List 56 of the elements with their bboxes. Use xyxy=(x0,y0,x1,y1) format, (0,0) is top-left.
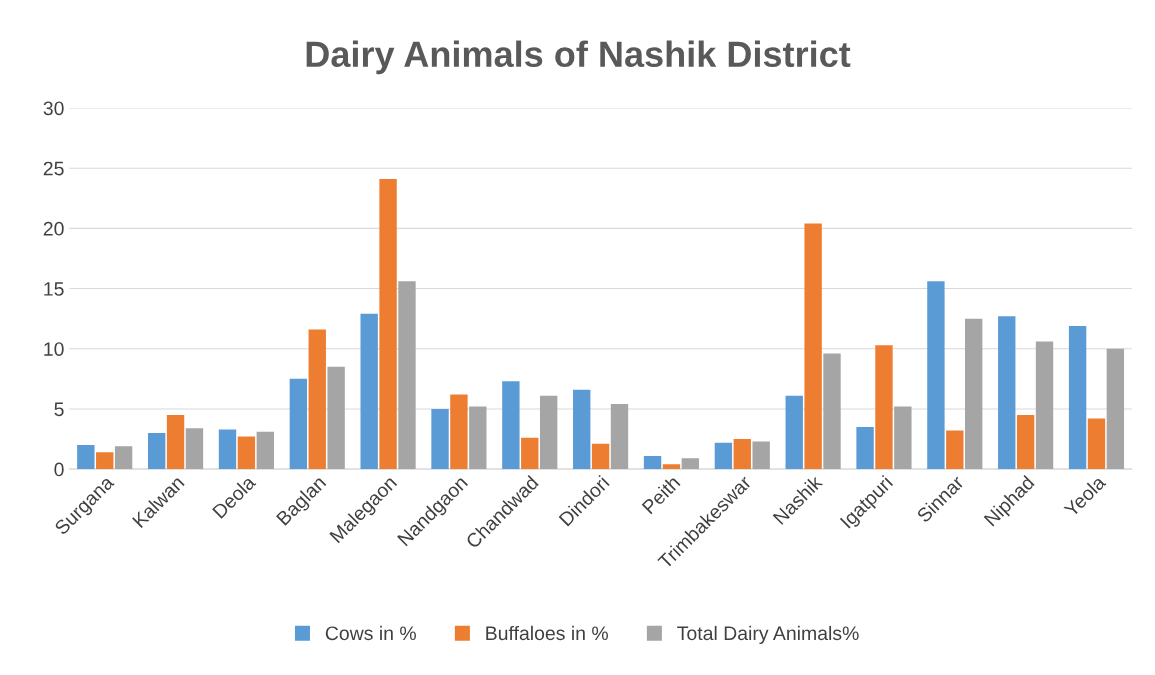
bar xyxy=(218,429,237,470)
bar xyxy=(1016,414,1035,470)
bar xyxy=(998,316,1016,470)
bar xyxy=(96,452,114,470)
bar xyxy=(469,406,487,470)
bar xyxy=(502,381,520,470)
bar xyxy=(166,414,185,470)
bar xyxy=(114,446,133,470)
bar xyxy=(894,406,912,470)
bar xyxy=(1068,325,1087,470)
bar xyxy=(521,437,539,470)
bar xyxy=(946,430,964,470)
bar xyxy=(714,442,733,470)
y-tick-label: 20 xyxy=(43,221,64,236)
bar xyxy=(1035,341,1054,470)
y-tick-label: 25 xyxy=(43,161,64,176)
y-tick-label: 30 xyxy=(43,101,64,116)
y-tick-label: 15 xyxy=(44,282,64,296)
bar xyxy=(1106,348,1125,470)
bar xyxy=(856,426,874,470)
bar xyxy=(237,436,256,470)
y-tick-label: 10 xyxy=(44,342,64,356)
bar xyxy=(573,389,591,470)
bar xyxy=(610,404,629,470)
bar xyxy=(804,223,822,470)
y-tick-label: 5 xyxy=(54,402,64,417)
bar xyxy=(379,179,397,470)
bar xyxy=(965,318,983,470)
bar xyxy=(643,455,662,470)
bar xyxy=(431,408,449,470)
legend-label: Cows in % xyxy=(325,625,416,641)
bar xyxy=(77,445,95,470)
bar xyxy=(360,313,378,470)
bar xyxy=(591,443,610,470)
chart-title: Dairy Animals of Nashik District xyxy=(306,40,851,75)
bar xyxy=(823,353,841,470)
bar xyxy=(327,366,345,470)
bar xyxy=(785,395,803,470)
bar xyxy=(450,394,468,470)
bar xyxy=(733,439,751,470)
bar xyxy=(289,378,308,470)
bar xyxy=(875,345,893,470)
bar xyxy=(927,281,945,470)
bar xyxy=(185,428,204,470)
bar xyxy=(752,441,770,470)
legend-label: Buffaloes in % xyxy=(486,625,608,641)
bar xyxy=(256,431,274,470)
y-tick-label: 0 xyxy=(54,462,64,477)
bar xyxy=(398,281,416,470)
bar xyxy=(1087,418,1106,470)
bar xyxy=(662,464,681,470)
bar xyxy=(147,433,166,470)
bar xyxy=(539,395,558,470)
bar xyxy=(681,458,700,470)
legend-label: Total Dairy Animals% xyxy=(677,625,859,644)
bar xyxy=(308,329,326,470)
